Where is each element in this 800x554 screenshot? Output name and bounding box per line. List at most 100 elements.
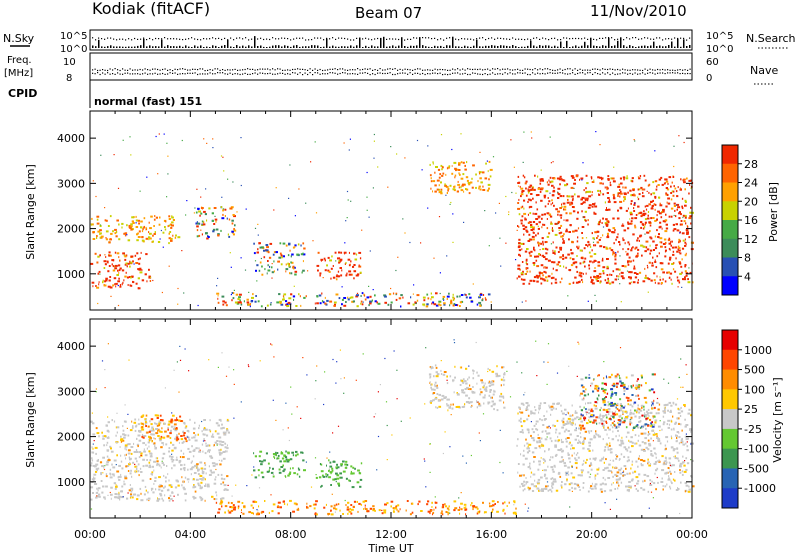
echo-cell <box>152 234 154 237</box>
echo-cell <box>596 280 599 282</box>
echo-cell <box>628 439 630 442</box>
echo-cell <box>520 242 524 245</box>
echo-cell <box>144 485 147 488</box>
echo-cell <box>663 460 666 463</box>
echo-cell <box>550 162 552 164</box>
nave-point <box>197 73 199 76</box>
echo-cell <box>359 257 362 260</box>
echo-cell <box>594 474 597 477</box>
echo-cell <box>197 433 199 436</box>
echo-cell <box>118 464 121 467</box>
echo-cell <box>220 477 223 480</box>
echo-cell <box>196 467 199 470</box>
echo-cell <box>579 405 582 408</box>
echo-cell <box>436 386 439 389</box>
noise-search-point <box>209 38 211 40</box>
echo-cell <box>128 276 131 278</box>
echo-cell <box>567 473 570 476</box>
echo-cell <box>630 200 633 203</box>
echo-cell <box>655 453 657 456</box>
echo-cell <box>98 270 101 273</box>
noise-sky-point <box>254 36 256 48</box>
echo-cell <box>625 209 628 212</box>
noise-search-point <box>470 38 472 40</box>
echo-cell <box>203 138 205 140</box>
echo-cell <box>541 179 544 182</box>
nave-point <box>604 73 606 75</box>
nave-point <box>579 72 581 74</box>
echo-cell <box>120 435 122 438</box>
echo-cell <box>433 303 437 306</box>
echo-cell <box>106 449 109 452</box>
echo-cell <box>162 443 164 446</box>
echo-cell <box>150 454 153 457</box>
freq-point <box>464 69 466 71</box>
echo-cell <box>640 463 642 465</box>
nave-label: Nave <box>750 64 778 77</box>
echo-cell <box>446 255 448 257</box>
echo-cell <box>585 272 587 275</box>
echo-cell <box>662 463 665 466</box>
echo-cell <box>633 193 635 196</box>
echo-cell <box>685 457 688 460</box>
noise-search-point <box>218 37 220 39</box>
echo-cell <box>222 213 224 216</box>
echo-cell <box>485 390 488 392</box>
echo-cell <box>692 442 694 445</box>
echo-cell <box>684 244 687 247</box>
echo-cell <box>429 366 431 368</box>
echo-cell <box>453 185 456 188</box>
echo-cell <box>566 183 569 186</box>
echo-cell <box>562 238 564 241</box>
echo-cell <box>544 438 548 441</box>
echo-cell <box>110 486 113 489</box>
echo-cell <box>565 212 568 215</box>
echo-cell <box>598 467 600 470</box>
echo-cell <box>160 229 162 232</box>
echo-cell <box>140 220 143 223</box>
echo-cell <box>640 404 644 407</box>
noise-sky-point <box>617 40 619 48</box>
echo-cell <box>541 213 544 216</box>
echo-cell <box>207 444 210 447</box>
echo-cell <box>581 278 583 281</box>
echo-cell <box>443 397 446 399</box>
echo-cell <box>259 246 263 249</box>
echo-cell <box>356 294 359 297</box>
echo-cell <box>678 241 680 244</box>
echo-cell <box>131 220 134 223</box>
echo-cell <box>140 499 144 502</box>
echo-cell <box>539 179 542 182</box>
echo-cell <box>96 495 99 498</box>
nave-point <box>454 72 456 74</box>
nave-point <box>249 73 251 75</box>
echo-cell <box>476 512 479 515</box>
echo-cell <box>203 419 206 421</box>
freq-point <box>329 68 331 70</box>
freq-point <box>672 69 674 71</box>
echo-cell <box>525 180 528 183</box>
nave-point <box>204 73 206 75</box>
nave-point <box>419 73 421 75</box>
echo-cell <box>638 271 642 274</box>
echo-cell <box>668 423 671 426</box>
echo-cell <box>561 419 563 422</box>
echo-cell <box>533 188 536 191</box>
echo-cell <box>592 237 595 240</box>
echo-cell <box>348 479 350 482</box>
echo-cell <box>427 207 429 209</box>
echo-cell <box>283 460 287 463</box>
echo-cell <box>124 445 128 448</box>
echo-cell <box>580 272 583 275</box>
echo-cell <box>95 496 98 499</box>
echo-cell <box>551 477 554 480</box>
echo-cell <box>115 285 117 288</box>
freq-point <box>602 68 604 70</box>
echo-cell <box>128 226 131 229</box>
echo-cell <box>644 277 648 279</box>
echo-cell <box>156 499 160 502</box>
echo-cell <box>102 435 104 438</box>
echo-cell <box>632 189 635 192</box>
echo-cell <box>306 505 308 508</box>
echo-cell <box>172 443 175 446</box>
